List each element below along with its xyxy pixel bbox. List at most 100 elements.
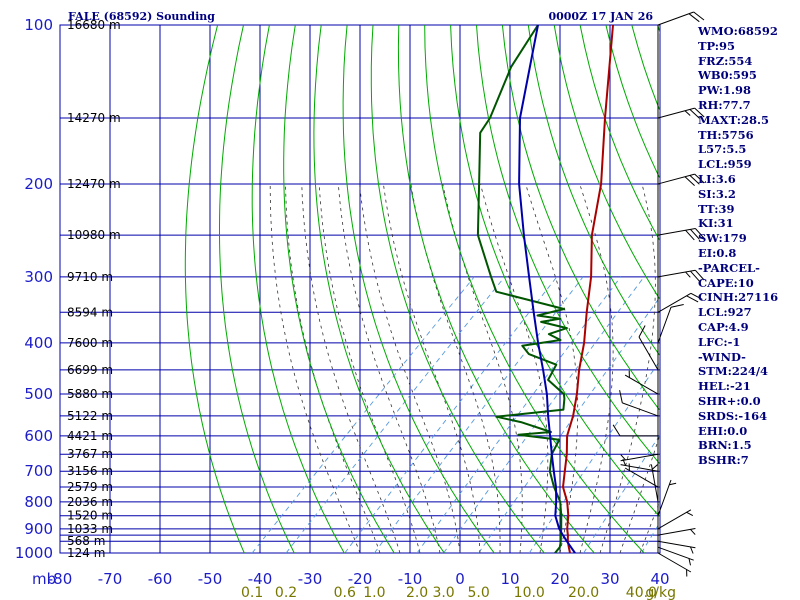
- index-item: MAXT:28.5: [698, 112, 769, 127]
- wind-barb: [657, 11, 705, 26]
- mixing-ratio-label: 0.1: [241, 585, 263, 600]
- wind-barb: [657, 552, 692, 577]
- height-label: 2579 m: [67, 480, 113, 494]
- moist-adiabat-line: [269, 183, 361, 553]
- isobar-isotherm-grid: [60, 25, 660, 553]
- dry-adiabats: [184, 25, 660, 553]
- wind-barb: [657, 269, 705, 282]
- height-label: 5880 m: [67, 387, 113, 401]
- dry-adiabat-line: [553, 25, 660, 301]
- wind-barb-feather: [688, 13, 700, 23]
- mixing-ratio-line: [443, 276, 645, 553]
- wind-barb-staff: [657, 107, 695, 119]
- y-axis-unit-label: mb: [32, 570, 56, 588]
- wind-barb-feather: [693, 11, 705, 21]
- temperature-tick-label: -30: [298, 570, 323, 588]
- wind-barb-feather: [684, 176, 695, 186]
- temperature-tick-label: -50: [198, 570, 223, 588]
- wind-barb-staff: [657, 269, 696, 278]
- wind-barb: [657, 509, 694, 530]
- mixing-ratio-label: 1.0: [363, 585, 385, 600]
- mixing-ratio-line: [528, 360, 660, 553]
- valid-time: 0000Z 17 JAN 26: [548, 10, 653, 23]
- wind-barb-staff: [620, 464, 659, 472]
- wind-barb-feather: [686, 511, 694, 517]
- dry-adiabat-line: [184, 25, 245, 553]
- mixing-ratio-label: 10.0: [514, 585, 545, 600]
- index-item: LI:3.6: [698, 171, 736, 186]
- dry-adiabat-line: [251, 25, 345, 553]
- axis-labels: 0.1 0.2 0.6 1.0 2.0 3.0 5.0 10.0 20.0 40.01002003…: [15, 16, 670, 600]
- wind-barb: [657, 228, 705, 241]
- dry-adiabat-line: [370, 25, 545, 553]
- mixing-ratio-label: 0.2: [275, 585, 297, 600]
- index-item: SRDS:-164: [698, 408, 768, 423]
- wind-barb-staff: [657, 546, 694, 561]
- index-item: BSHR:7: [698, 453, 749, 468]
- wind-barb-staff: [657, 292, 692, 313]
- wind-barb-feather: [690, 270, 700, 282]
- moist-adiabat-line: [480, 183, 549, 553]
- pressure-tick-label: 1000: [15, 544, 53, 562]
- height-label: 7600 m: [67, 336, 113, 350]
- pressure-tick-label: 300: [24, 268, 53, 286]
- wind-barb: [612, 424, 659, 437]
- wind-barb: [657, 546, 694, 566]
- temperature-tick-label: -70: [98, 570, 123, 588]
- sounding-indices-panel: WMO:68592 TP:95 FRZ:554 WB0:595 PW:1.98 RH:77…: [698, 24, 798, 468]
- height-label: 124 m: [67, 546, 105, 560]
- wind-barb-feather: [612, 424, 621, 437]
- wind-barb-feather: [669, 482, 677, 486]
- wind-barb-feather: [690, 229, 700, 240]
- wind-barb: [657, 479, 677, 516]
- wind-barb: [624, 463, 659, 488]
- wind-barb-feather: [690, 529, 696, 535]
- wind-barbs: [612, 11, 705, 577]
- index-item: CAPE:10: [698, 275, 754, 290]
- index-item: WMO:68592: [698, 24, 778, 38]
- height-label: 9710 m: [67, 270, 113, 284]
- pressure-tick-label: 700: [24, 462, 53, 480]
- temperature-tick-label: -40: [248, 570, 273, 588]
- wind-barb-staff: [624, 374, 659, 395]
- moist-adiabat-line: [525, 183, 579, 553]
- mixing-ratio-label: 3.0: [432, 585, 454, 600]
- dry-adiabat-line: [342, 25, 495, 553]
- pressure-tick-label: 900: [24, 520, 53, 538]
- pressure-tick-label: 800: [24, 493, 53, 511]
- wind-barb: [657, 292, 703, 313]
- moist-adiabat-line: [410, 183, 501, 553]
- wind-barb-feather: [690, 292, 703, 300]
- index-item: LCL:959: [698, 157, 752, 172]
- moist-adiabat-line: [318, 183, 421, 553]
- wind-barb-feather: [694, 173, 705, 184]
- wind-barb-feather: [685, 271, 691, 278]
- height-label: 1033 m: [67, 522, 113, 536]
- index-item: SW:179: [698, 231, 747, 246]
- height-label: 568 m: [67, 534, 105, 548]
- mixing-ratio-line: [285, 276, 505, 553]
- wind-barb-feather: [619, 390, 623, 404]
- wind-barb: [619, 390, 659, 417]
- dry-adiabat-line: [527, 25, 660, 357]
- height-label: 12470 m: [67, 177, 121, 191]
- wind-barb: [657, 540, 696, 554]
- wind-barb-feather: [695, 228, 705, 239]
- mixing-ratio-label: 0.6: [334, 585, 356, 600]
- moist-adiabat-line: [383, 183, 481, 553]
- temperature-trace: [562, 25, 614, 553]
- wind-barb: [657, 304, 684, 344]
- height-label: 6699 m: [67, 363, 113, 377]
- temperature-tick-label: -10: [398, 570, 423, 588]
- wind-barb-staff: [657, 509, 692, 530]
- wind-barb-feather: [651, 464, 658, 470]
- temperature-tick-label: -60: [148, 570, 173, 588]
- wind-barb-feather: [689, 109, 700, 119]
- wind-barb-feather: [689, 175, 700, 185]
- moist-adiabat-line: [579, 183, 614, 553]
- pressure-tick-label: 500: [24, 385, 53, 403]
- wind-barb-feather: [670, 304, 684, 308]
- index-item: PW:1.98: [698, 83, 752, 98]
- height-label: 5122 m: [67, 409, 113, 423]
